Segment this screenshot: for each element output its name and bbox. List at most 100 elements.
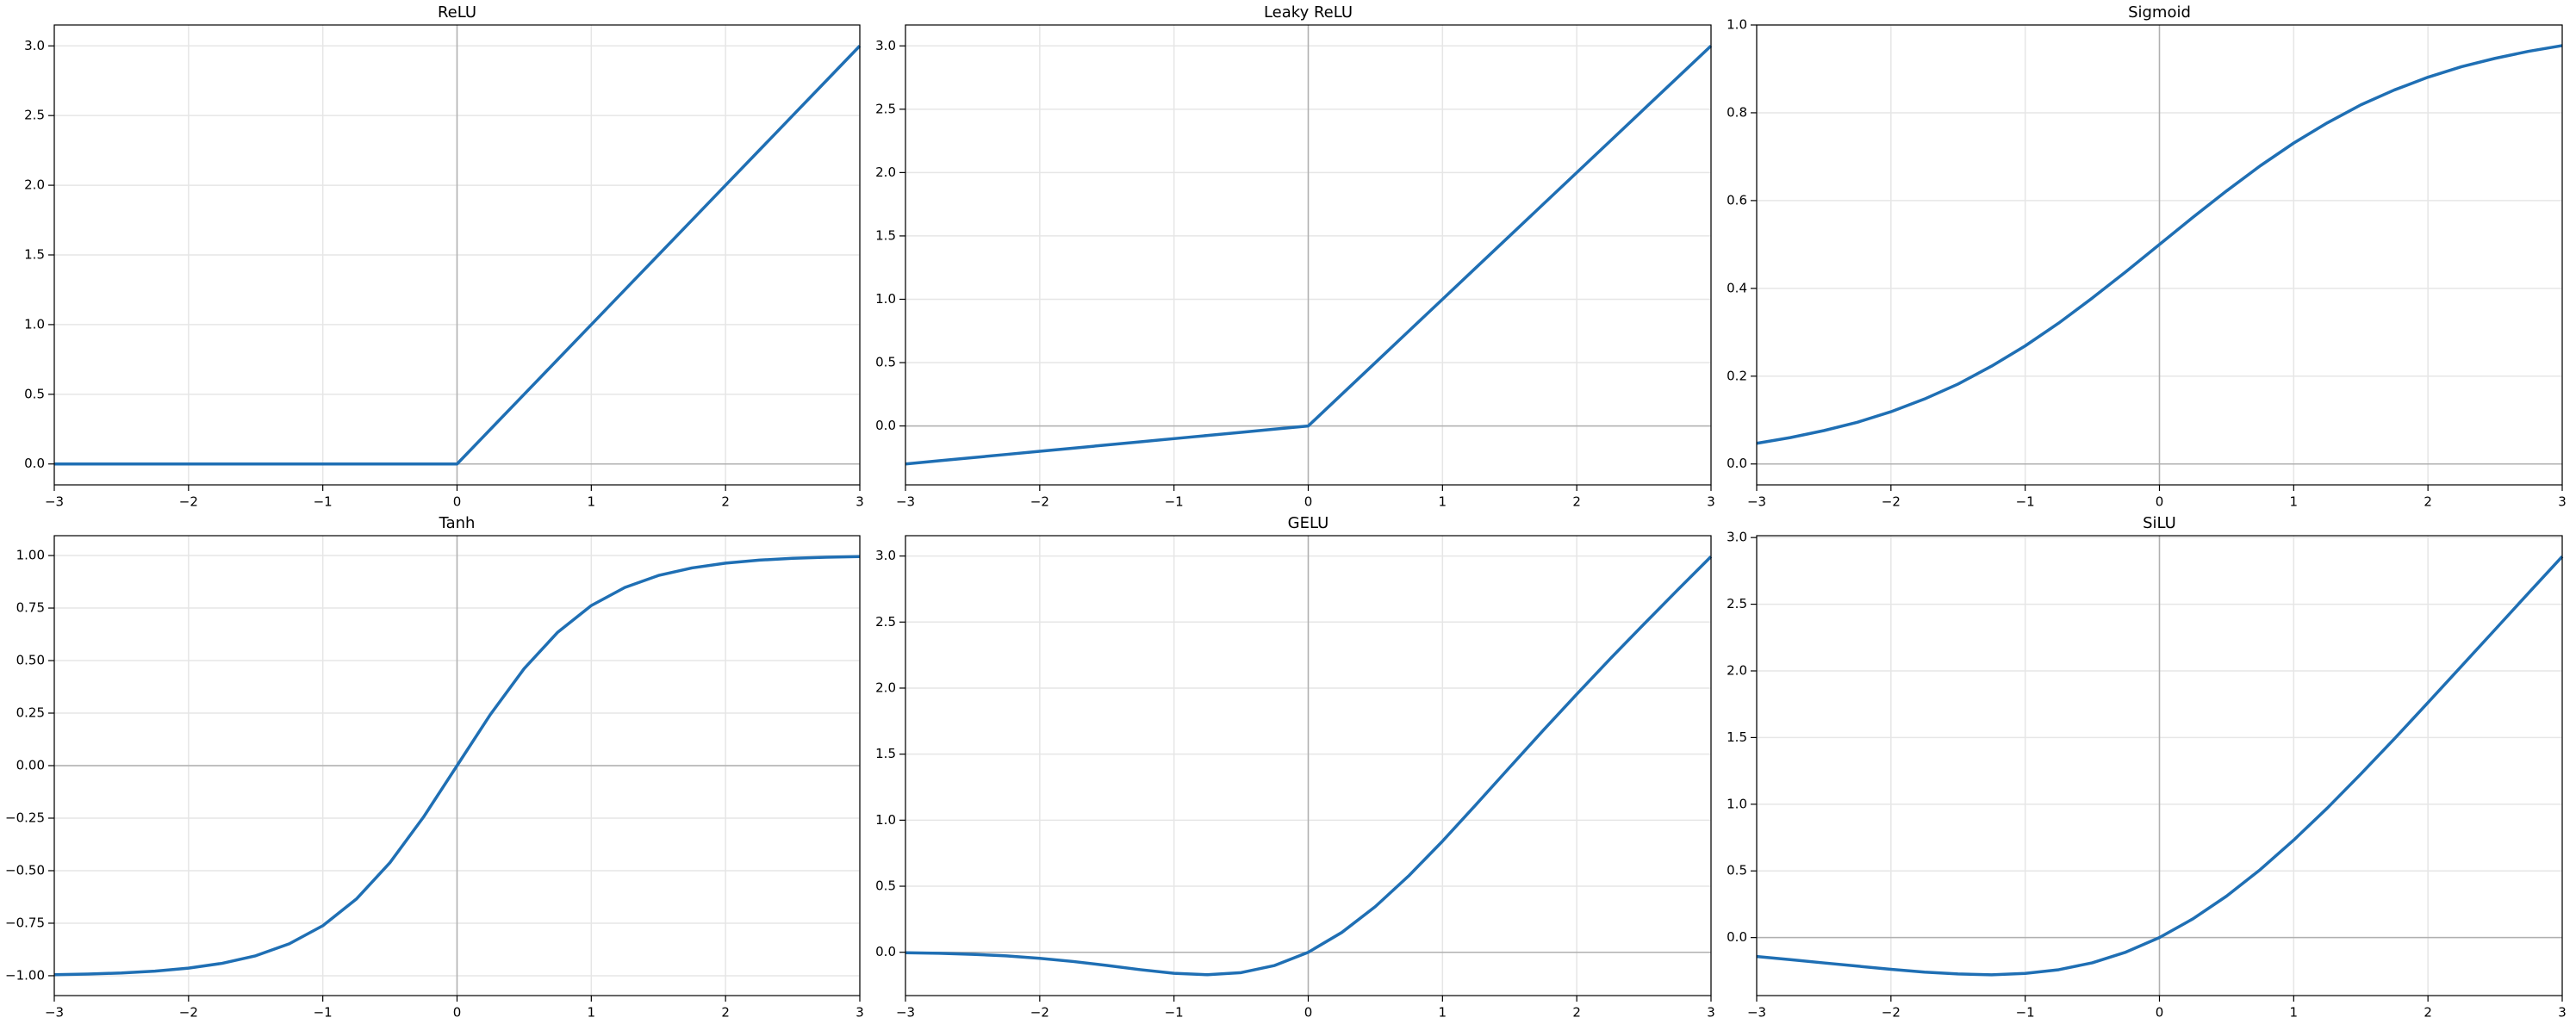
y-tick-label: 0.0 (1727, 929, 1747, 945)
y-tick-label: 0.75 (16, 600, 45, 616)
y-tick-label: 2.0 (875, 164, 896, 180)
x-tick-label: −3 (896, 1005, 915, 1021)
y-tick-label: 2.0 (1727, 662, 1747, 678)
y-tick-label: 0.50 (16, 653, 45, 668)
axes-frame (905, 535, 1712, 996)
axes-frame (53, 24, 861, 486)
x-tick-label: 2 (721, 494, 730, 510)
y-tick-label: 0.5 (875, 355, 896, 370)
y-tick-label: 0.0 (1727, 456, 1747, 471)
subplot-title: Tanh (439, 514, 476, 532)
x-tick-label: 2 (2424, 1005, 2432, 1021)
y-tick-label: 0.4 (1727, 280, 1747, 295)
x-tick-label: −1 (314, 494, 333, 510)
y-tick-label: 2.5 (875, 614, 896, 630)
x-tick-label: −2 (179, 494, 198, 510)
y-tick-label: 3.0 (875, 38, 896, 53)
x-tick-label: 3 (2558, 1005, 2567, 1021)
y-tick-label: −0.25 (5, 810, 45, 825)
y-tick-label: 0.6 (1727, 192, 1747, 208)
x-tick-label: 1 (588, 494, 596, 510)
curve (905, 555, 1713, 977)
y-tick-label: 1.0 (875, 812, 896, 828)
subplot-title: ReLU (438, 3, 476, 22)
x-tick-label: 0 (453, 1005, 462, 1021)
x-tick-label: −3 (1747, 1005, 1766, 1021)
y-tick-label: 3.0 (1727, 530, 1747, 545)
x-tick-label: 0 (2156, 494, 2164, 510)
y-tick-label: 0.00 (16, 758, 45, 773)
x-tick-label: 0 (1304, 1005, 1313, 1021)
y-tick-label: 1.00 (16, 548, 45, 563)
y-tick-label: 1.5 (1727, 729, 1747, 745)
x-tick-label: −1 (1165, 1005, 1184, 1021)
x-tick-label: −1 (2016, 1005, 2035, 1021)
x-tick-label: −3 (896, 494, 915, 510)
x-tick-label: −3 (45, 1005, 64, 1021)
x-tick-label: 0 (1304, 494, 1313, 510)
x-tick-label: 0 (453, 494, 462, 510)
subplot-title: SiLU (2143, 514, 2176, 532)
x-tick-label: 2 (1572, 1005, 1581, 1021)
x-tick-label: 1 (1439, 1005, 1447, 1021)
y-tick-label: 2.5 (1727, 596, 1747, 611)
subplot-title: Leaky ReLU (1264, 3, 1353, 22)
x-tick-label: 0 (2156, 1005, 2164, 1021)
x-tick-label: 1 (588, 1005, 596, 1021)
y-tick-label: 1.0 (875, 291, 896, 307)
y-tick-label: 0.5 (875, 878, 896, 894)
x-tick-label: 3 (856, 494, 864, 510)
y-tick-label: 1.5 (875, 746, 896, 761)
y-tick-label: 1.5 (875, 227, 896, 243)
y-tick-label: 3.0 (24, 38, 45, 53)
x-tick-label: 2 (1572, 494, 1581, 510)
y-tick-label: 2.0 (875, 680, 896, 695)
x-tick-label: 3 (1707, 494, 1715, 510)
y-tick-label: 0.0 (24, 456, 45, 471)
curve (1756, 44, 2563, 445)
x-tick-label: 1 (2290, 1005, 2299, 1021)
curve (53, 555, 861, 977)
x-tick-label: −1 (1165, 494, 1184, 510)
x-tick-label: −2 (179, 1005, 198, 1021)
y-tick-label: 0.0 (875, 418, 896, 433)
x-tick-label: −3 (45, 494, 64, 510)
axes-frame (1756, 535, 2563, 996)
axes-frame (1756, 24, 2563, 486)
x-tick-label: −2 (1882, 494, 1901, 510)
x-tick-label: −1 (2016, 494, 2035, 510)
y-tick-label: 1.0 (24, 316, 45, 332)
y-tick-label: 2.5 (24, 108, 45, 123)
y-tick-label: −0.50 (5, 862, 45, 878)
x-tick-label: −3 (1747, 494, 1766, 510)
subplot-title: Sigmoid (2128, 3, 2191, 22)
curve (1756, 555, 2564, 977)
x-tick-label: 3 (856, 1005, 864, 1021)
y-tick-label: 0.2 (1727, 368, 1747, 383)
x-tick-label: 1 (2290, 494, 2299, 510)
x-tick-label: −2 (1030, 494, 1049, 510)
y-tick-label: 1.0 (1727, 17, 1747, 33)
x-tick-label: 2 (721, 1005, 730, 1021)
y-tick-label: −1.00 (5, 967, 45, 983)
x-tick-label: 2 (2424, 494, 2432, 510)
y-tick-label: 1.0 (1727, 796, 1747, 811)
y-tick-label: 2.0 (24, 177, 45, 193)
y-tick-label: 1.5 (24, 247, 45, 263)
x-tick-label: −1 (314, 1005, 333, 1021)
curve (54, 45, 862, 466)
y-tick-label: 2.5 (875, 101, 896, 116)
curve (905, 44, 1713, 466)
y-tick-label: 0.5 (24, 386, 45, 401)
y-tick-label: −0.75 (5, 915, 45, 930)
x-tick-label: −2 (1882, 1005, 1901, 1021)
axes-frame (905, 24, 1712, 486)
x-tick-label: 3 (2558, 494, 2567, 510)
subplot-title: GELU (1288, 514, 1329, 532)
y-tick-label: 0.25 (16, 705, 45, 721)
y-tick-label: 3.0 (875, 548, 896, 563)
y-tick-label: 0.8 (1727, 104, 1747, 120)
x-tick-label: 3 (1707, 1005, 1715, 1021)
